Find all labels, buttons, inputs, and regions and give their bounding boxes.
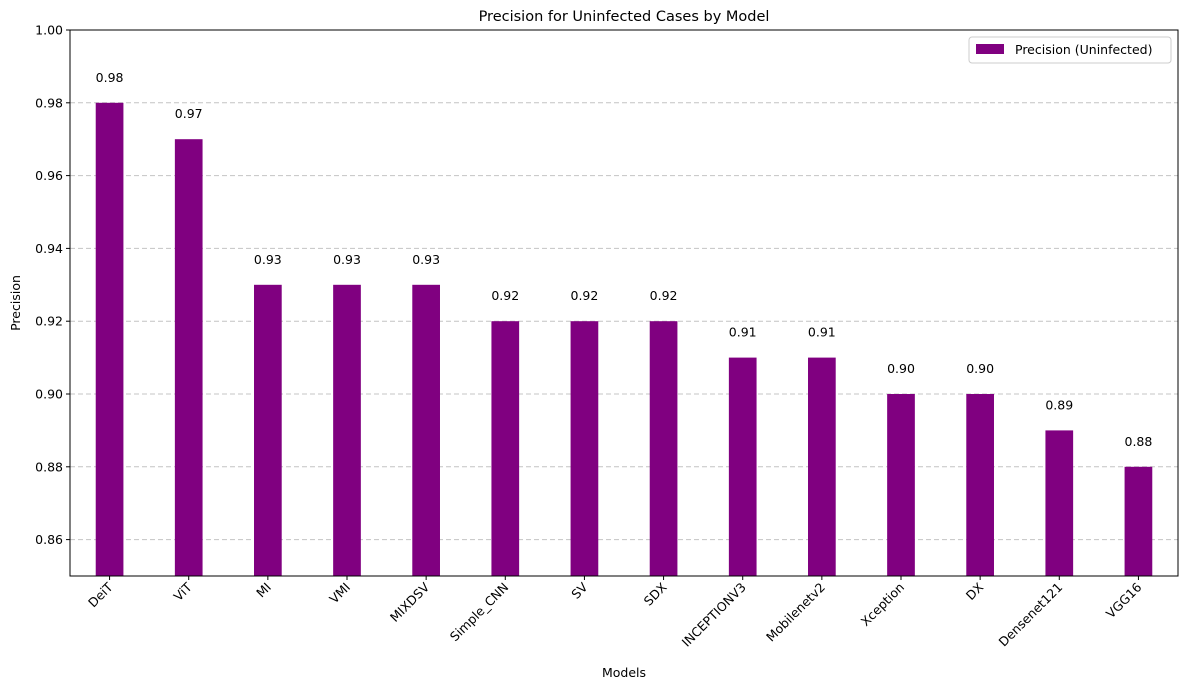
x-tick-label: ViT bbox=[171, 579, 196, 604]
x-tick-label: DeiT bbox=[85, 579, 116, 610]
x-tick-label: VGG16 bbox=[1103, 579, 1145, 621]
bar-value-label: 0.93 bbox=[333, 252, 361, 267]
y-tick-label: 0.92 bbox=[35, 314, 63, 329]
legend: Precision (Uninfected) bbox=[968, 36, 1172, 64]
bar-value-label: 0.89 bbox=[1045, 397, 1073, 412]
x-tick-label: Mobilenetv2 bbox=[763, 580, 828, 645]
x-tick-label: MIXDSV bbox=[387, 579, 433, 625]
plot-frame bbox=[69, 29, 1179, 577]
bar-value-label: 0.88 bbox=[1125, 434, 1153, 449]
gridlines bbox=[70, 102, 1178, 541]
x-tick-label: Xception bbox=[858, 580, 908, 630]
chart-title: Precision for Uninfected Cases by Model bbox=[479, 9, 770, 25]
bar bbox=[966, 394, 994, 576]
bar bbox=[808, 357, 836, 576]
y-axis-label: Precision bbox=[8, 275, 23, 331]
x-tick-label: SV bbox=[568, 579, 591, 602]
bar-value-label: 0.93 bbox=[412, 252, 440, 267]
bar-value-label: 0.93 bbox=[254, 252, 282, 267]
x-tick-label: Densenet121 bbox=[996, 580, 1066, 650]
x-tick-label: Simple_CNN bbox=[447, 580, 512, 645]
x-axis-label: Models bbox=[602, 665, 646, 680]
legend-label: Precision (Uninfected) bbox=[1015, 42, 1152, 57]
bar bbox=[95, 102, 124, 577]
bar-value-label: 0.92 bbox=[491, 288, 519, 303]
bar-value-label: 0.90 bbox=[887, 361, 915, 376]
y-tick-label: 0.96 bbox=[35, 168, 63, 183]
y-tick-label: 0.94 bbox=[35, 241, 63, 256]
bar-value-label: 0.92 bbox=[571, 288, 599, 303]
bar bbox=[887, 394, 915, 576]
y-tick-label: 1.00 bbox=[35, 23, 63, 38]
bar bbox=[333, 284, 361, 576]
bar-value-label: 0.91 bbox=[729, 325, 757, 340]
x-tick-label: DX bbox=[963, 579, 987, 603]
y-tick-label: 0.98 bbox=[35, 95, 63, 110]
x-axis-ticks: DeiT ViT MI VMI MIXDSV Simple_CNN SV SDX INCEPTI… bbox=[85, 576, 1145, 650]
legend-swatch bbox=[976, 44, 1004, 54]
bar-value-label: 0.90 bbox=[966, 361, 994, 376]
y-axis-ticks: 0.86 0.88 0.90 0.92 0.94 0.96 0.98 1.00 bbox=[35, 23, 70, 547]
bar-value-label: 0.97 bbox=[175, 106, 203, 121]
y-tick-label: 0.88 bbox=[35, 459, 63, 474]
bar bbox=[1124, 466, 1153, 576]
bar-value-label: 0.92 bbox=[650, 288, 678, 303]
x-tick-label: VMI bbox=[326, 580, 353, 607]
x-tick-label: INCEPTIONV3 bbox=[679, 580, 749, 650]
bar bbox=[570, 321, 599, 576]
bars bbox=[95, 102, 1153, 577]
bar bbox=[254, 284, 282, 576]
value-labels: 0.98 0.97 0.93 0.93 0.93 0.92 0.92 0.92 0.91 0.91… bbox=[96, 70, 1153, 449]
x-tick-label: MI bbox=[253, 580, 274, 601]
legend-box bbox=[968, 36, 1172, 64]
bar-value-label: 0.98 bbox=[96, 70, 124, 85]
bar bbox=[649, 321, 678, 576]
bar bbox=[728, 357, 757, 576]
bar bbox=[412, 284, 440, 576]
bar-value-label: 0.91 bbox=[808, 325, 836, 340]
bar bbox=[1045, 430, 1074, 576]
bar bbox=[174, 139, 203, 576]
x-tick-label: SDX bbox=[641, 579, 670, 608]
y-tick-label: 0.86 bbox=[35, 532, 63, 547]
bar bbox=[491, 321, 520, 576]
y-tick-label: 0.90 bbox=[35, 387, 63, 402]
